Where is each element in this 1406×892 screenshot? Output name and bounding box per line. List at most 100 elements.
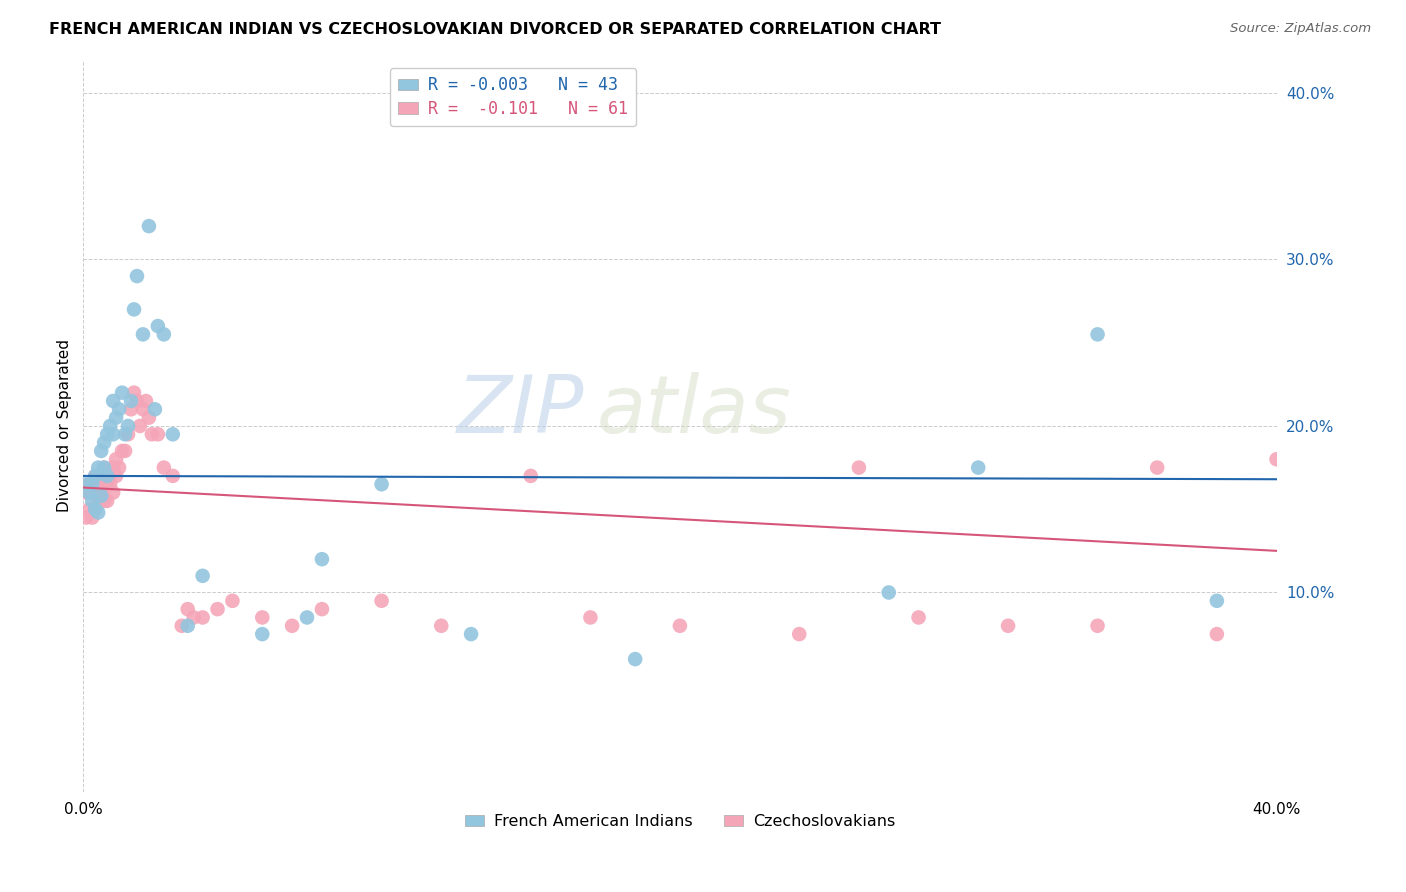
Point xyxy=(82,494,104,508)
Point xyxy=(82,477,104,491)
Point xyxy=(624,652,647,666)
Point xyxy=(93,435,115,450)
Point xyxy=(877,585,900,599)
Point xyxy=(207,602,229,616)
Point xyxy=(75,477,97,491)
Point xyxy=(252,610,274,624)
Point xyxy=(162,469,184,483)
Point xyxy=(93,460,115,475)
Text: FRENCH AMERICAN INDIAN VS CZECHOSLOVAKIAN DIVORCED OR SEPARATED CORRELATION CHAR: FRENCH AMERICAN INDIAN VS CZECHOSLOVAKIA… xyxy=(49,22,941,37)
Point xyxy=(101,485,124,500)
Point xyxy=(146,427,169,442)
Point xyxy=(191,610,214,624)
Point xyxy=(111,444,134,458)
Point xyxy=(143,402,166,417)
Point xyxy=(98,469,121,483)
Point xyxy=(87,494,110,508)
Point xyxy=(77,485,100,500)
Point xyxy=(77,502,100,516)
Point xyxy=(907,610,929,624)
Point xyxy=(1087,327,1109,342)
Point xyxy=(430,619,453,633)
Point xyxy=(252,627,274,641)
Point xyxy=(75,485,97,500)
Point xyxy=(122,385,145,400)
Point xyxy=(1265,452,1288,467)
Point xyxy=(90,444,112,458)
Point xyxy=(132,327,155,342)
Point xyxy=(75,510,97,524)
Point xyxy=(787,627,810,641)
Point xyxy=(669,619,692,633)
Point xyxy=(84,469,107,483)
Point xyxy=(82,477,104,491)
Point xyxy=(122,302,145,317)
Point xyxy=(183,610,205,624)
Point xyxy=(176,619,198,633)
Point xyxy=(77,477,100,491)
Point xyxy=(162,427,184,442)
Point xyxy=(153,460,176,475)
Point xyxy=(98,419,121,434)
Point xyxy=(848,460,870,475)
Point xyxy=(84,502,107,516)
Point xyxy=(117,427,139,442)
Text: atlas: atlas xyxy=(596,372,792,450)
Point xyxy=(111,385,134,400)
Point xyxy=(108,402,131,417)
Point xyxy=(84,502,107,516)
Point xyxy=(90,489,112,503)
Point xyxy=(153,327,176,342)
Point xyxy=(295,610,318,624)
Point xyxy=(114,444,136,458)
Point xyxy=(1205,594,1227,608)
Point xyxy=(101,427,124,442)
Text: ZIP: ZIP xyxy=(457,372,585,450)
Point xyxy=(90,494,112,508)
Point xyxy=(176,602,198,616)
Point xyxy=(579,610,602,624)
Point xyxy=(96,427,118,442)
Point xyxy=(997,619,1019,633)
Point xyxy=(101,394,124,409)
Point xyxy=(138,219,160,234)
Point xyxy=(87,489,110,503)
Point xyxy=(114,427,136,442)
Point xyxy=(129,419,152,434)
Text: Source: ZipAtlas.com: Source: ZipAtlas.com xyxy=(1230,22,1371,36)
Point xyxy=(101,460,124,475)
Point xyxy=(1205,627,1227,641)
Point xyxy=(108,460,131,475)
Point xyxy=(135,394,157,409)
Point xyxy=(1087,619,1109,633)
Point xyxy=(281,619,304,633)
Point xyxy=(105,469,128,483)
Y-axis label: Divorced or Separated: Divorced or Separated xyxy=(58,340,72,512)
Point xyxy=(87,506,110,520)
Point xyxy=(82,510,104,524)
Point xyxy=(125,394,148,409)
Point xyxy=(132,402,155,417)
Point xyxy=(967,460,990,475)
Point xyxy=(87,460,110,475)
Point xyxy=(96,494,118,508)
Point xyxy=(138,410,160,425)
Point xyxy=(96,477,118,491)
Point xyxy=(93,477,115,491)
Point xyxy=(96,469,118,483)
Point xyxy=(191,569,214,583)
Point xyxy=(93,460,115,475)
Point xyxy=(105,452,128,467)
Point xyxy=(125,269,148,284)
Point xyxy=(221,594,243,608)
Point xyxy=(1146,460,1168,475)
Point xyxy=(519,469,541,483)
Point xyxy=(120,402,142,417)
Point xyxy=(84,469,107,483)
Point xyxy=(117,419,139,434)
Point xyxy=(170,619,193,633)
Point xyxy=(93,494,115,508)
Point xyxy=(146,319,169,334)
Point xyxy=(120,394,142,409)
Point xyxy=(311,602,333,616)
